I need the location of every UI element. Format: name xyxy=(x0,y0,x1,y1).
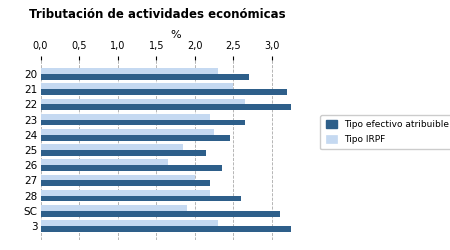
X-axis label: %: % xyxy=(170,30,181,40)
Bar xyxy=(40,135,230,140)
Bar xyxy=(40,120,245,125)
Bar xyxy=(40,180,210,186)
Bar xyxy=(40,220,218,226)
Bar xyxy=(40,175,195,180)
Bar xyxy=(40,144,183,150)
Bar xyxy=(40,196,241,202)
Bar xyxy=(40,89,288,95)
Bar xyxy=(40,114,210,119)
Bar xyxy=(40,104,291,110)
Bar xyxy=(40,165,222,171)
Bar xyxy=(40,160,168,165)
Bar xyxy=(40,205,187,211)
Bar xyxy=(40,129,214,135)
Bar xyxy=(40,226,291,232)
Bar xyxy=(40,98,245,104)
Legend: Tipo efectivo atribuible, Tipo IRPF: Tipo efectivo atribuible, Tipo IRPF xyxy=(320,115,450,150)
Bar xyxy=(40,190,210,196)
Text: Tributación de actividades económicas: Tributación de actividades económicas xyxy=(29,8,286,20)
Bar xyxy=(40,68,218,74)
Bar xyxy=(40,74,249,80)
Bar xyxy=(40,150,207,156)
Bar xyxy=(40,211,279,216)
Bar xyxy=(40,84,234,89)
